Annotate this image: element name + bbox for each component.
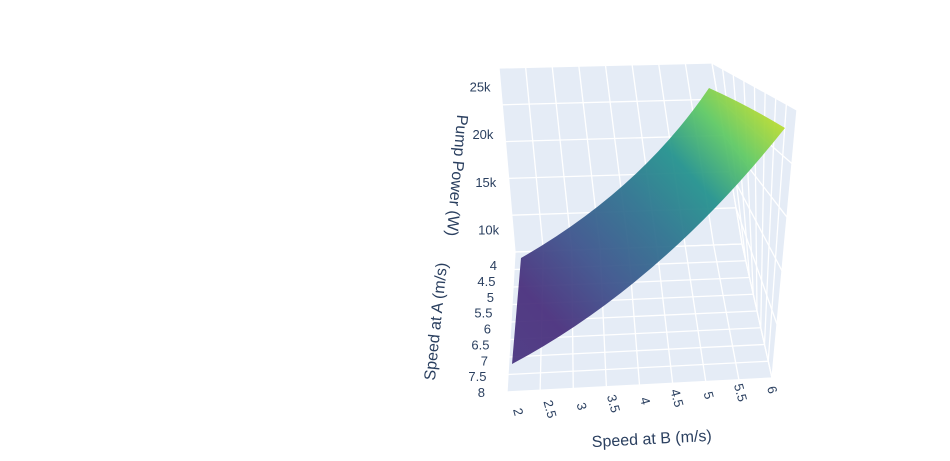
side-wall-grid-line: [735, 207, 778, 325]
x-tick-label: 3: [574, 401, 590, 412]
x-tick-label: 4.5: [668, 387, 687, 408]
side-wall-grid-line: [771, 109, 798, 379]
y-tick-label: 6.5: [471, 337, 489, 352]
z-tick-labels: 10k 15k 20k 25k: [470, 80, 500, 238]
side-wall-grid-line: [741, 243, 773, 379]
y-tick-labels: 44.555.566.577.58: [468, 258, 497, 400]
y-tick-label: 7: [481, 353, 488, 368]
x-tick-label: 2: [510, 406, 526, 417]
y-tick-label: 5: [487, 290, 494, 305]
floor-grid-line: [684, 245, 707, 382]
x-tick-label: 4: [637, 395, 653, 406]
back-wall-grid-line: [502, 98, 719, 106]
side-wall-grid-line: [711, 62, 798, 111]
z-tick-label: 20k: [472, 127, 493, 142]
y-tick-label: 4.5: [477, 274, 495, 289]
x-tick-label: 5.5: [731, 382, 750, 403]
z-tick-label: 25k: [470, 80, 491, 95]
side-wall-grid-line: [767, 104, 788, 362]
x-tick-label: 3.5: [604, 393, 623, 414]
x-axis-title: Speed at B (m/s): [591, 428, 712, 451]
x-tick-label: 5: [701, 390, 717, 401]
z-tick-label: 15k: [475, 175, 496, 190]
y-tick-label: 7.5: [468, 369, 486, 384]
x-tick-labels: 2 2.5 3 3.5 4 4.5 5 5.5 6: [510, 382, 780, 420]
y-axis-title: Speed at A (m/s): [422, 262, 451, 381]
z-tick-label: 10k: [478, 222, 499, 237]
x-tick-label: 6: [764, 384, 780, 395]
floor-grid-line: [712, 244, 740, 380]
back-wall-grid-line: [498, 67, 516, 253]
floor-grid-line: [656, 246, 674, 384]
back-wall-grid-line: [498, 62, 713, 69]
back-wall-grid-line: [551, 66, 573, 251]
y-tick-label: 8: [478, 385, 485, 400]
y-tick-label: 5.5: [474, 306, 492, 321]
side-wall-grid-line: [729, 171, 783, 272]
y-tick-label: 6: [484, 322, 491, 337]
y-tick-label: 4: [490, 258, 497, 273]
z-axis-title: Pump Power (W): [443, 114, 471, 237]
pump-power-surface[interactable]: [512, 88, 785, 364]
back-wall-grid-line: [524, 67, 545, 252]
x-tick-label: 2.5: [541, 398, 560, 419]
